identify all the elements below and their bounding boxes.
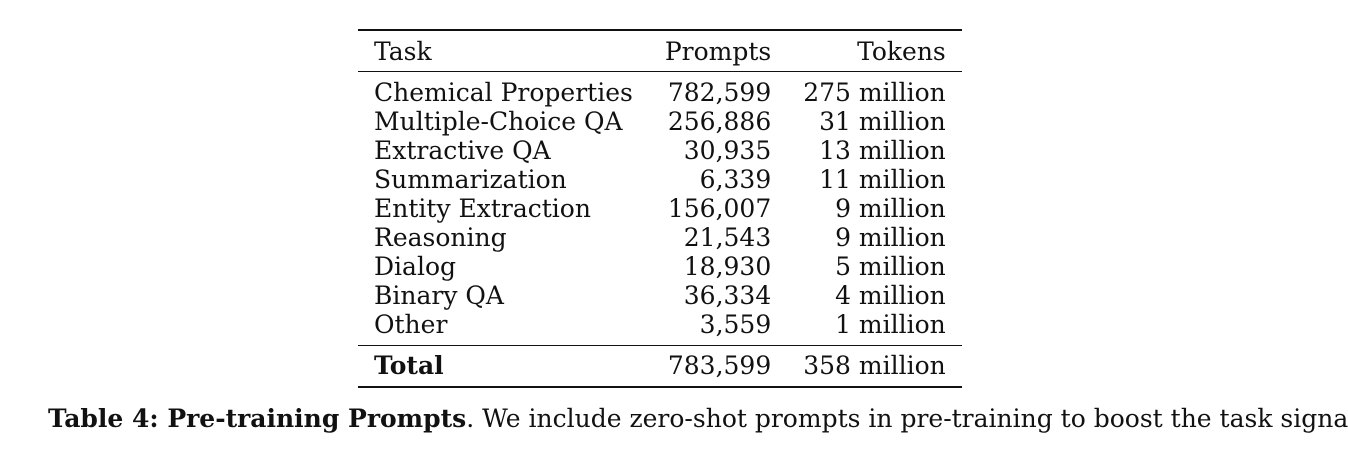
table-caption: Table 4: Pre-training Prompts. We includ…	[48, 403, 1348, 435]
prompts-cell: 156,007	[667, 194, 772, 223]
table-row: Extractive QA 30,935 13 million	[358, 136, 962, 165]
tokens-cell: 31 million	[819, 107, 946, 136]
tokens-cell: 9 million	[835, 194, 946, 223]
prompts-cell: 256,886	[667, 107, 772, 136]
table-footer: Total 783,599 358 million	[358, 345, 962, 387]
table-row: Entity Extraction 156,007 9 million	[358, 194, 962, 223]
table-row: Summarization 6,339 11 million	[358, 165, 962, 194]
prompts-cell: 36,334	[683, 281, 772, 310]
table-header: Task Prompts Tokens	[358, 30, 962, 72]
tokens-cell: 9 million	[835, 223, 946, 252]
prompts-table: Task Prompts Tokens Chemical Properties …	[358, 29, 962, 388]
tokens-cell: 4 million	[835, 281, 946, 310]
total-prompts: 783,599	[667, 351, 772, 380]
tokens-cell: 5 million	[835, 252, 946, 281]
task-cell: Other	[374, 310, 448, 339]
header-tokens: Tokens	[857, 37, 946, 66]
header-row: Task Prompts Tokens	[358, 30, 962, 72]
tokens-cell: 275 million	[803, 78, 946, 107]
prompts-cell: 6,339	[699, 165, 772, 194]
table-body: Chemical Properties 782,599 275 million …	[358, 72, 962, 346]
header-task: Task	[374, 37, 432, 66]
tokens-cell: 13 million	[819, 136, 946, 165]
task-cell: Binary QA	[374, 281, 504, 310]
task-cell: Entity Extraction	[374, 194, 591, 223]
prompts-table-container: Task Prompts Tokens Chemical Properties …	[358, 29, 962, 388]
task-cell: Summarization	[374, 165, 567, 194]
table-row: Reasoning 21,543 9 million	[358, 223, 962, 252]
task-cell: Reasoning	[374, 223, 507, 252]
total-row: Total 783,599 358 million	[358, 345, 962, 387]
table-row: Multiple-Choice QA 256,886 31 million	[358, 107, 962, 136]
table-row: Dialog 18,930 5 million	[358, 252, 962, 281]
tokens-cell: 11 million	[819, 165, 946, 194]
task-cell: Chemical Properties	[374, 78, 633, 107]
task-cell: Multiple-Choice QA	[374, 107, 623, 136]
caption-text: . We include zero-shot prompts in pre-tr…	[466, 404, 1348, 433]
prompts-cell: 30,935	[683, 136, 772, 165]
tokens-cell: 1 million	[835, 310, 946, 339]
prompts-cell: 21,543	[683, 223, 772, 252]
caption-label: Table 4: Pre-training Prompts	[48, 404, 467, 433]
total-label: Total	[374, 351, 444, 380]
header-prompts: Prompts	[664, 37, 772, 66]
table-row: Other 3,559 1 million	[358, 310, 962, 346]
task-cell: Dialog	[374, 252, 456, 281]
prompts-cell: 3,559	[699, 310, 772, 339]
table-row: Chemical Properties 782,599 275 million	[358, 72, 962, 108]
task-cell: Extractive QA	[374, 136, 551, 165]
table-row: Binary QA 36,334 4 million	[358, 281, 962, 310]
prompts-cell: 18,930	[683, 252, 772, 281]
prompts-cell: 782,599	[667, 78, 772, 107]
total-tokens: 358 million	[803, 351, 946, 380]
